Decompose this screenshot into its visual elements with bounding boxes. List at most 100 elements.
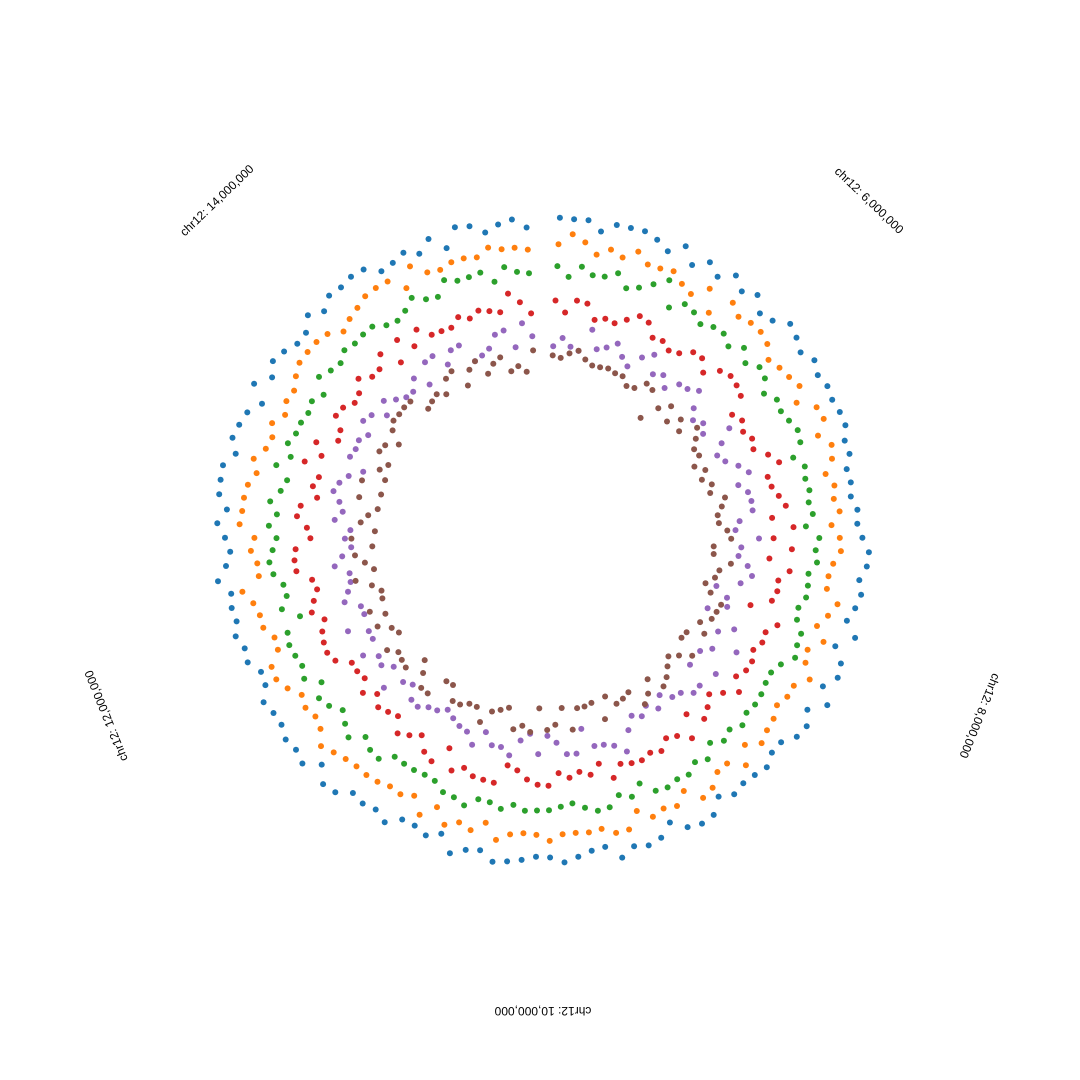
data-point (691, 309, 697, 316)
data-point (388, 624, 395, 631)
data-point (594, 807, 601, 814)
data-point (702, 467, 709, 473)
data-point (368, 412, 375, 419)
data-point (292, 652, 299, 659)
data-point (735, 482, 742, 489)
data-point (732, 272, 739, 279)
data-point (339, 707, 346, 714)
data-point (758, 691, 765, 698)
data-point (724, 594, 730, 601)
data-point (774, 622, 781, 629)
data-point (422, 359, 428, 366)
data-point (309, 576, 316, 583)
data-point (747, 319, 754, 326)
data-point (732, 527, 739, 534)
data-point (418, 732, 425, 739)
data-point (332, 657, 339, 664)
data-point (716, 367, 723, 374)
data-point (623, 383, 630, 389)
data-point (514, 767, 521, 774)
data-point (558, 705, 565, 711)
data-point (716, 567, 723, 574)
data-point (372, 285, 379, 291)
data-point (310, 597, 317, 604)
data-point (324, 331, 331, 337)
data-point (557, 354, 564, 361)
data-point (233, 618, 240, 625)
data-point (423, 296, 429, 303)
data-point (466, 315, 473, 322)
data-point (497, 309, 504, 316)
data-point (266, 559, 273, 566)
data-point (748, 498, 755, 504)
data-point (602, 843, 609, 850)
data-point (756, 364, 763, 371)
data-point (689, 652, 696, 659)
data-point (332, 789, 339, 796)
data-point (739, 722, 746, 729)
data-point (718, 601, 725, 608)
data-point (250, 600, 257, 607)
data-point (795, 604, 802, 611)
data-point (589, 272, 596, 279)
data-point (359, 800, 366, 807)
data-point (724, 760, 731, 767)
data-point (399, 816, 406, 823)
data-point (690, 689, 697, 696)
tick-label-0: chr12: 6,000,000 (832, 164, 907, 237)
data-point (309, 483, 316, 490)
data-point (356, 494, 363, 501)
data-point (443, 391, 450, 398)
data-point (696, 452, 703, 459)
data-point (425, 704, 432, 711)
data-point (443, 678, 450, 685)
data-point (749, 435, 756, 442)
data-point (619, 353, 626, 360)
data-point (765, 451, 772, 458)
data-point (495, 221, 502, 228)
data-point (651, 351, 658, 358)
data-point (450, 682, 456, 688)
data-point (665, 347, 672, 354)
data-point (660, 805, 667, 812)
data-point (731, 791, 738, 798)
data-point (345, 473, 352, 479)
data-point (284, 477, 291, 484)
tick-label-2: chr12: 10,000,000 (494, 1004, 591, 1018)
data-point (619, 854, 626, 861)
data-point (649, 387, 656, 393)
data-point (341, 347, 348, 354)
data-point (774, 588, 781, 595)
data-point (348, 273, 354, 280)
data-point (726, 726, 733, 733)
data-point (330, 749, 337, 756)
data-point (773, 396, 780, 403)
tick-label-4: chr12: 14,000,000 (177, 162, 257, 239)
data-point (403, 394, 410, 401)
data-point (707, 589, 714, 596)
data-point (615, 792, 622, 799)
data-point (497, 805, 504, 812)
data-point (220, 462, 226, 469)
data-point (298, 419, 304, 426)
data-point (601, 273, 608, 280)
data-point (356, 390, 363, 397)
data-point (628, 793, 635, 800)
data-point (366, 608, 373, 615)
data-point (355, 437, 362, 444)
data-point (416, 250, 423, 257)
data-point (613, 222, 620, 228)
data-point (380, 397, 387, 404)
data-point (751, 772, 758, 778)
data-point (342, 756, 349, 762)
data-point (395, 441, 402, 448)
tracks (214, 214, 872, 866)
data-point (837, 548, 844, 555)
data-point (657, 265, 664, 272)
data-point (287, 453, 294, 460)
data-point (449, 698, 456, 704)
data-point (326, 292, 333, 299)
data-point (802, 659, 809, 666)
data-point (250, 455, 257, 462)
data-point (318, 761, 325, 768)
